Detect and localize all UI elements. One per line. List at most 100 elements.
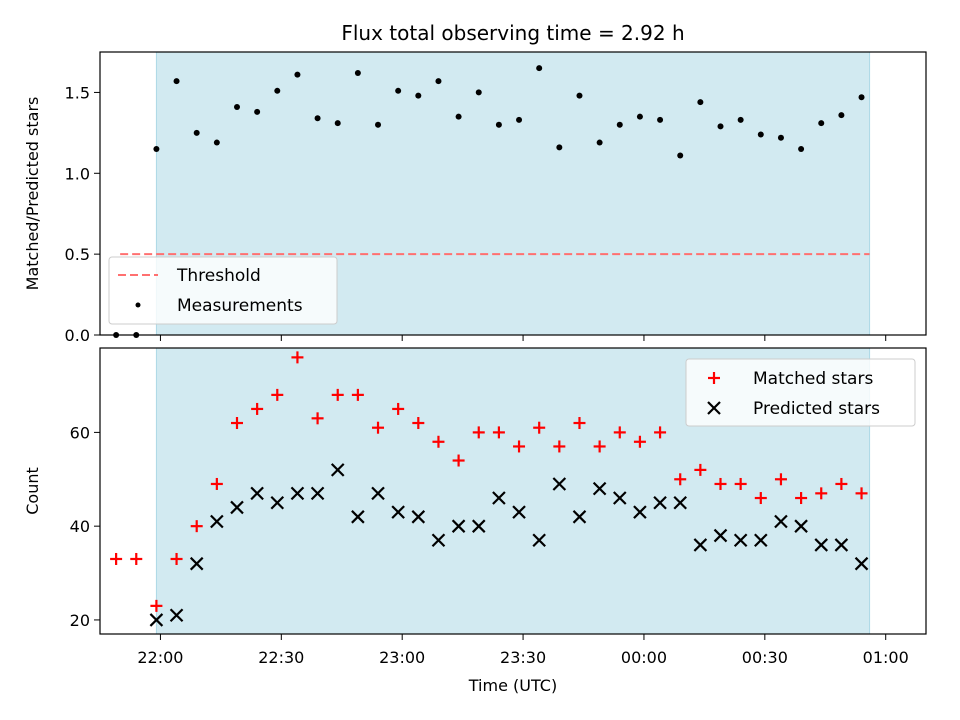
matched-star-point: [412, 417, 425, 430]
measurement-point: [516, 116, 523, 123]
measurements-legend-swatch: [135, 302, 141, 308]
xtick-label: 22:30: [258, 648, 304, 667]
measurement-point: [395, 87, 402, 94]
predicted-star-point: [230, 500, 244, 515]
matched-star-point: [392, 402, 405, 415]
predicted-star-point: [371, 486, 385, 501]
bottom-panel-frame: [99, 347, 927, 635]
top-ytick-label: 0.5: [65, 245, 90, 264]
xtick-label: 00:30: [742, 648, 788, 667]
top-panel: 0.0 0.5 1.0 1.5 Matched/Predicted stars Thr…: [23, 51, 927, 345]
measurement-point: [556, 144, 563, 151]
measurement-point: [294, 71, 301, 78]
matched-star-point: [694, 463, 707, 476]
top-ylabel: Matched/Predicted stars: [23, 97, 42, 291]
measurement-point: [737, 116, 744, 123]
matched-star-point: [331, 388, 344, 401]
measurement-point: [818, 120, 825, 127]
predicted-star-point: [754, 533, 768, 548]
measurement-point: [798, 146, 805, 153]
measurement-point: [536, 65, 543, 72]
predicted-star-point: [854, 556, 869, 571]
measurement-point: [576, 92, 583, 99]
measurement-point: [334, 120, 341, 127]
matched-star-point: [593, 440, 606, 453]
measurement-point: [254, 108, 261, 115]
matched-legend-label: Matched stars: [753, 369, 873, 389]
matched-star-point: [110, 552, 123, 565]
predicted-star-point: [693, 538, 708, 552]
matched-star-point: [251, 402, 264, 415]
top-legend-box: [108, 256, 338, 325]
predicted-star-point: [612, 491, 627, 505]
predicted-star-point: [834, 538, 849, 552]
matched-star-point: [633, 435, 646, 448]
xtick-label: 22:00: [137, 648, 183, 667]
predicted-legend-swatch: [707, 401, 721, 415]
predicted-star-point: [351, 510, 365, 524]
measurement-point: [838, 112, 845, 119]
matched-star-point: [150, 599, 163, 612]
predicted-star-point: [653, 495, 667, 510]
predicted-star-point: [330, 463, 345, 477]
matched-star-point: [472, 426, 485, 439]
measurement-point: [596, 139, 603, 146]
predicted-star-point: [391, 505, 405, 519]
top-ytick-label: 1.5: [65, 83, 90, 102]
matched-star-point: [190, 520, 203, 533]
predicted-star-point: [512, 505, 526, 519]
matched-star-point: [492, 426, 505, 439]
chart-title: Flux total observing time = 2.92 h: [341, 21, 684, 45]
predicted-legend-label: Predicted stars: [753, 399, 880, 419]
predicted-star-point: [532, 533, 546, 548]
predicted-star-point: [633, 505, 647, 519]
matched-star-point: [654, 426, 667, 439]
x-axis-label: Time (UTC): [468, 676, 557, 695]
matched-star-point: [291, 351, 304, 364]
measurement-point: [153, 146, 160, 153]
predicted-star-point: [270, 495, 285, 510]
measurement-point: [636, 113, 643, 120]
measurement-point: [697, 99, 704, 106]
measurement-point: [233, 103, 240, 110]
matched-star-point: [372, 421, 385, 434]
measurements-legend-label: Measurements: [177, 296, 303, 316]
matched-star-point: [432, 435, 445, 448]
measurement-point: [717, 123, 724, 130]
matched-star-point: [513, 440, 526, 453]
xtick-label: 23:30: [500, 648, 546, 667]
matched-star-point: [613, 426, 626, 439]
matched-star-point: [835, 477, 848, 490]
matched-star-point: [230, 417, 243, 430]
predicted-star-point: [471, 519, 486, 533]
measurement-point: [657, 116, 664, 123]
matched-star-point: [855, 487, 868, 500]
matched-star-point: [351, 388, 364, 401]
top-panel-frame: [99, 51, 927, 336]
predicted-star-point: [210, 514, 224, 529]
predicted-star-point: [673, 495, 687, 510]
measurement-point: [455, 113, 462, 120]
measurement-point: [415, 92, 422, 99]
predicted-star-point: [431, 533, 446, 548]
measurement-point: [375, 121, 382, 128]
matched-star-point: [311, 412, 324, 425]
predicted-star-point: [451, 519, 466, 533]
predicted-star-point: [250, 486, 264, 501]
bottom-panel: 20 40 60 Count 22:00 22:30 23:00 23:30 00:00 00…: [23, 347, 927, 667]
predicted-star-point: [290, 486, 305, 501]
bottom-ylabel: Count: [23, 467, 42, 515]
predicted-star-point: [733, 533, 748, 548]
matched-star-point: [795, 492, 808, 505]
matched-star-point: [573, 417, 586, 430]
predicted-star-point: [774, 514, 788, 529]
predicted-star-point: [310, 486, 325, 501]
predicted-star-point: [492, 491, 506, 505]
bottom-legend-box: [685, 358, 916, 427]
predicted-star-point: [149, 613, 164, 627]
threshold-legend-label: Threshold: [176, 266, 261, 286]
bot-ytick-label: 60: [70, 423, 90, 442]
measurement-point: [677, 152, 684, 159]
measurement-point: [475, 89, 482, 96]
top-ytick-label: 1.0: [65, 164, 90, 183]
